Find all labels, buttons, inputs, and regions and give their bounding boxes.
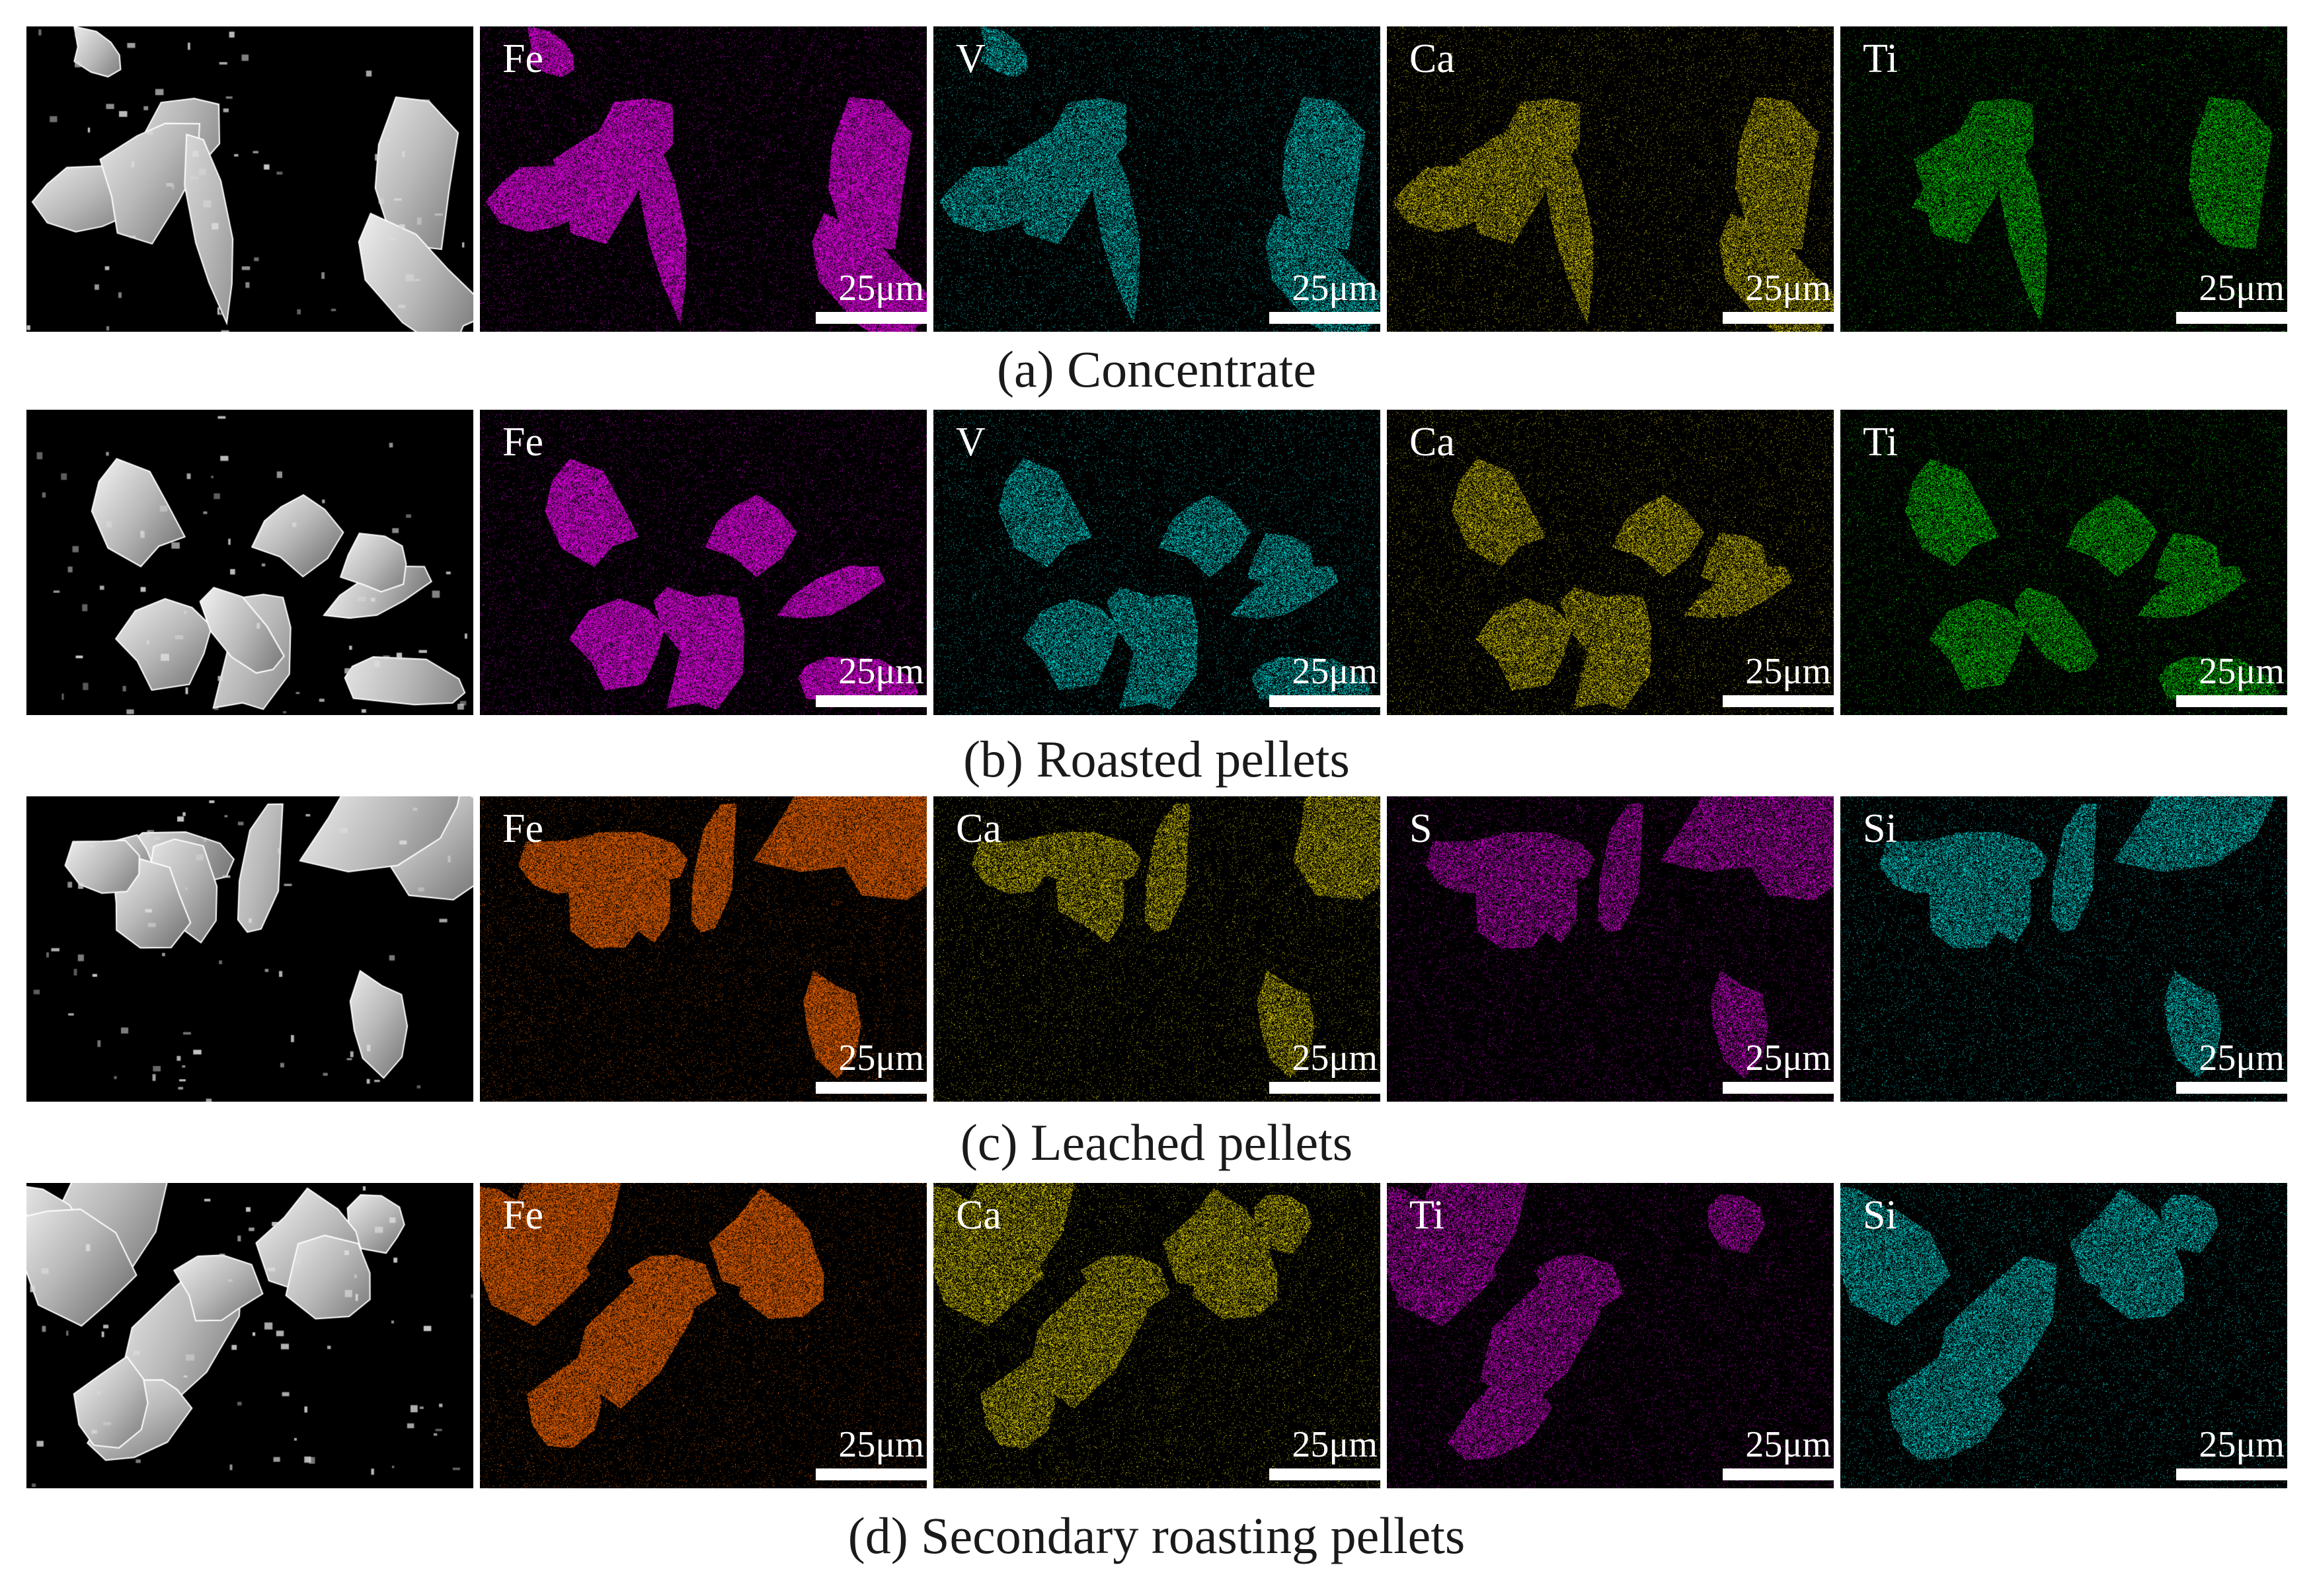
row-roasted-pellets: Fe 25μm V 25μm Ca 25μm Ti 25μm: [26, 410, 2287, 715]
element-label: V: [956, 420, 986, 465]
scale-bar: [1269, 312, 1380, 324]
eds-canvas: [480, 26, 927, 332]
scale-bar-label: 25μm: [1292, 268, 1378, 309]
scale-bar: [1269, 1082, 1380, 1094]
element-label: Ti: [1863, 420, 1898, 465]
row-secondary-roasting: Fe 25μm Ca 25μm Ti 25μm Si 25μm: [26, 1183, 2287, 1488]
eds-canvas: [1840, 26, 2287, 332]
eds-map-si: Si 25μm: [1840, 1183, 2287, 1488]
element-label: Ca: [1409, 420, 1455, 465]
eds-canvas: [1387, 26, 1834, 332]
eds-map-fe: Fe 25μm: [480, 26, 927, 332]
scale-bar: [1723, 312, 1834, 324]
eds-canvas: [480, 1183, 927, 1488]
eds-map-ti: Ti 25μm: [1840, 26, 2287, 332]
element-label: Ca: [956, 806, 1001, 851]
eds-canvas: [1387, 796, 1834, 1102]
scale-bar-label: 25μm: [1292, 1038, 1378, 1079]
eds-canvas: [933, 796, 1380, 1102]
element-label: Si: [1863, 1193, 1897, 1238]
scale-bar-label: 25μm: [2199, 651, 2285, 692]
row-concentrate: Fe 25μm V 25μm Ca 25μm Ti 25μm: [26, 26, 2287, 332]
eds-map-ti: Ti 25μm: [1387, 1183, 1834, 1488]
scale-bar-label: 25μm: [2199, 1424, 2285, 1465]
scale-bar-label: 25μm: [1745, 268, 1831, 309]
scale-bar: [1269, 1468, 1380, 1480]
caption-roasted-pellets: (b) Roasted pellets: [963, 730, 1350, 788]
eds-map-fe: Fe 25μm: [480, 410, 927, 715]
scale-bar-label: 25μm: [838, 1038, 924, 1079]
element-label: Fe: [502, 420, 543, 465]
scale-bar: [2176, 1468, 2287, 1480]
scale-bar-label: 25μm: [1292, 651, 1378, 692]
eds-canvas: [933, 1183, 1380, 1488]
element-label: Si: [1863, 806, 1897, 851]
scale-bar: [816, 312, 927, 324]
eds-canvas: [480, 796, 927, 1102]
eds-map-si: Si 25μm: [1840, 796, 2287, 1102]
scale-bar-label: 25μm: [1745, 1038, 1831, 1079]
scale-bar-label: 25μm: [838, 268, 924, 309]
scale-bar: [1269, 695, 1380, 707]
eds-map-ca: Ca 25μm: [1387, 410, 1834, 715]
element-label: Ca: [956, 1193, 1001, 1238]
element-label: Fe: [502, 1193, 543, 1238]
scale-bar: [2176, 695, 2287, 707]
element-label: Fe: [502, 36, 543, 81]
scale-bar: [2176, 312, 2287, 324]
eds-map-ca: Ca 25μm: [933, 1183, 1380, 1488]
scale-bar: [816, 695, 927, 707]
sem-image-leached: [26, 796, 473, 1102]
element-label: Ti: [1863, 36, 1898, 81]
scale-bar: [816, 1082, 927, 1094]
scale-bar-label: 25μm: [2199, 1038, 2285, 1079]
element-label: Ti: [1409, 1193, 1444, 1238]
sem-canvas: [26, 1183, 473, 1488]
sem-canvas: [26, 26, 473, 332]
row-leached-pellets: Fe 25μm Ca 25μm S 25μm Si 25μm: [26, 796, 2287, 1102]
caption-leached-pellets: (c) Leached pellets: [960, 1114, 1353, 1171]
scale-bar: [1723, 1468, 1834, 1480]
sem-image-secondary: [26, 1183, 473, 1488]
element-label: S: [1409, 806, 1432, 851]
sem-image-roasted: [26, 410, 473, 715]
eds-canvas: [1840, 1183, 2287, 1488]
eds-canvas: [1840, 796, 2287, 1102]
caption-secondary-roasting: (d) Secondary roasting pellets: [847, 1507, 1466, 1564]
eds-map-s: S 25μm: [1387, 796, 1834, 1102]
sem-canvas: [26, 410, 473, 715]
sem-image-concentrate: [26, 26, 473, 332]
sem-canvas: [26, 796, 473, 1102]
eds-map-ca: Ca 25μm: [1387, 26, 1834, 332]
scale-bar-label: 25μm: [2199, 268, 2285, 309]
eds-canvas: [1840, 410, 2287, 715]
eds-canvas: [933, 410, 1380, 715]
scale-bar: [816, 1468, 927, 1480]
scale-bar-label: 25μm: [838, 1424, 924, 1465]
scale-bar-label: 25μm: [838, 651, 924, 692]
scale-bar-label: 25μm: [1745, 651, 1831, 692]
element-label: Fe: [502, 806, 543, 851]
eds-map-fe: Fe 25μm: [480, 1183, 927, 1488]
eds-canvas: [480, 410, 927, 715]
element-label: Ca: [1409, 36, 1455, 81]
eds-map-ti: Ti 25μm: [1840, 410, 2287, 715]
eds-map-fe: Fe 25μm: [480, 796, 927, 1102]
element-label: V: [956, 36, 986, 81]
scale-bar: [2176, 1082, 2287, 1094]
eds-canvas: [1387, 1183, 1834, 1488]
eds-canvas: [933, 26, 1380, 332]
eds-map-v: V 25μm: [933, 26, 1380, 332]
scale-bar: [1723, 695, 1834, 707]
eds-map-v: V 25μm: [933, 410, 1380, 715]
eds-map-ca: Ca 25μm: [933, 796, 1380, 1102]
scale-bar: [1723, 1082, 1834, 1094]
scale-bar-label: 25μm: [1292, 1424, 1378, 1465]
scale-bar-label: 25μm: [1745, 1424, 1831, 1465]
caption-concentrate: (a) Concentrate: [997, 340, 1316, 398]
eds-canvas: [1387, 410, 1834, 715]
